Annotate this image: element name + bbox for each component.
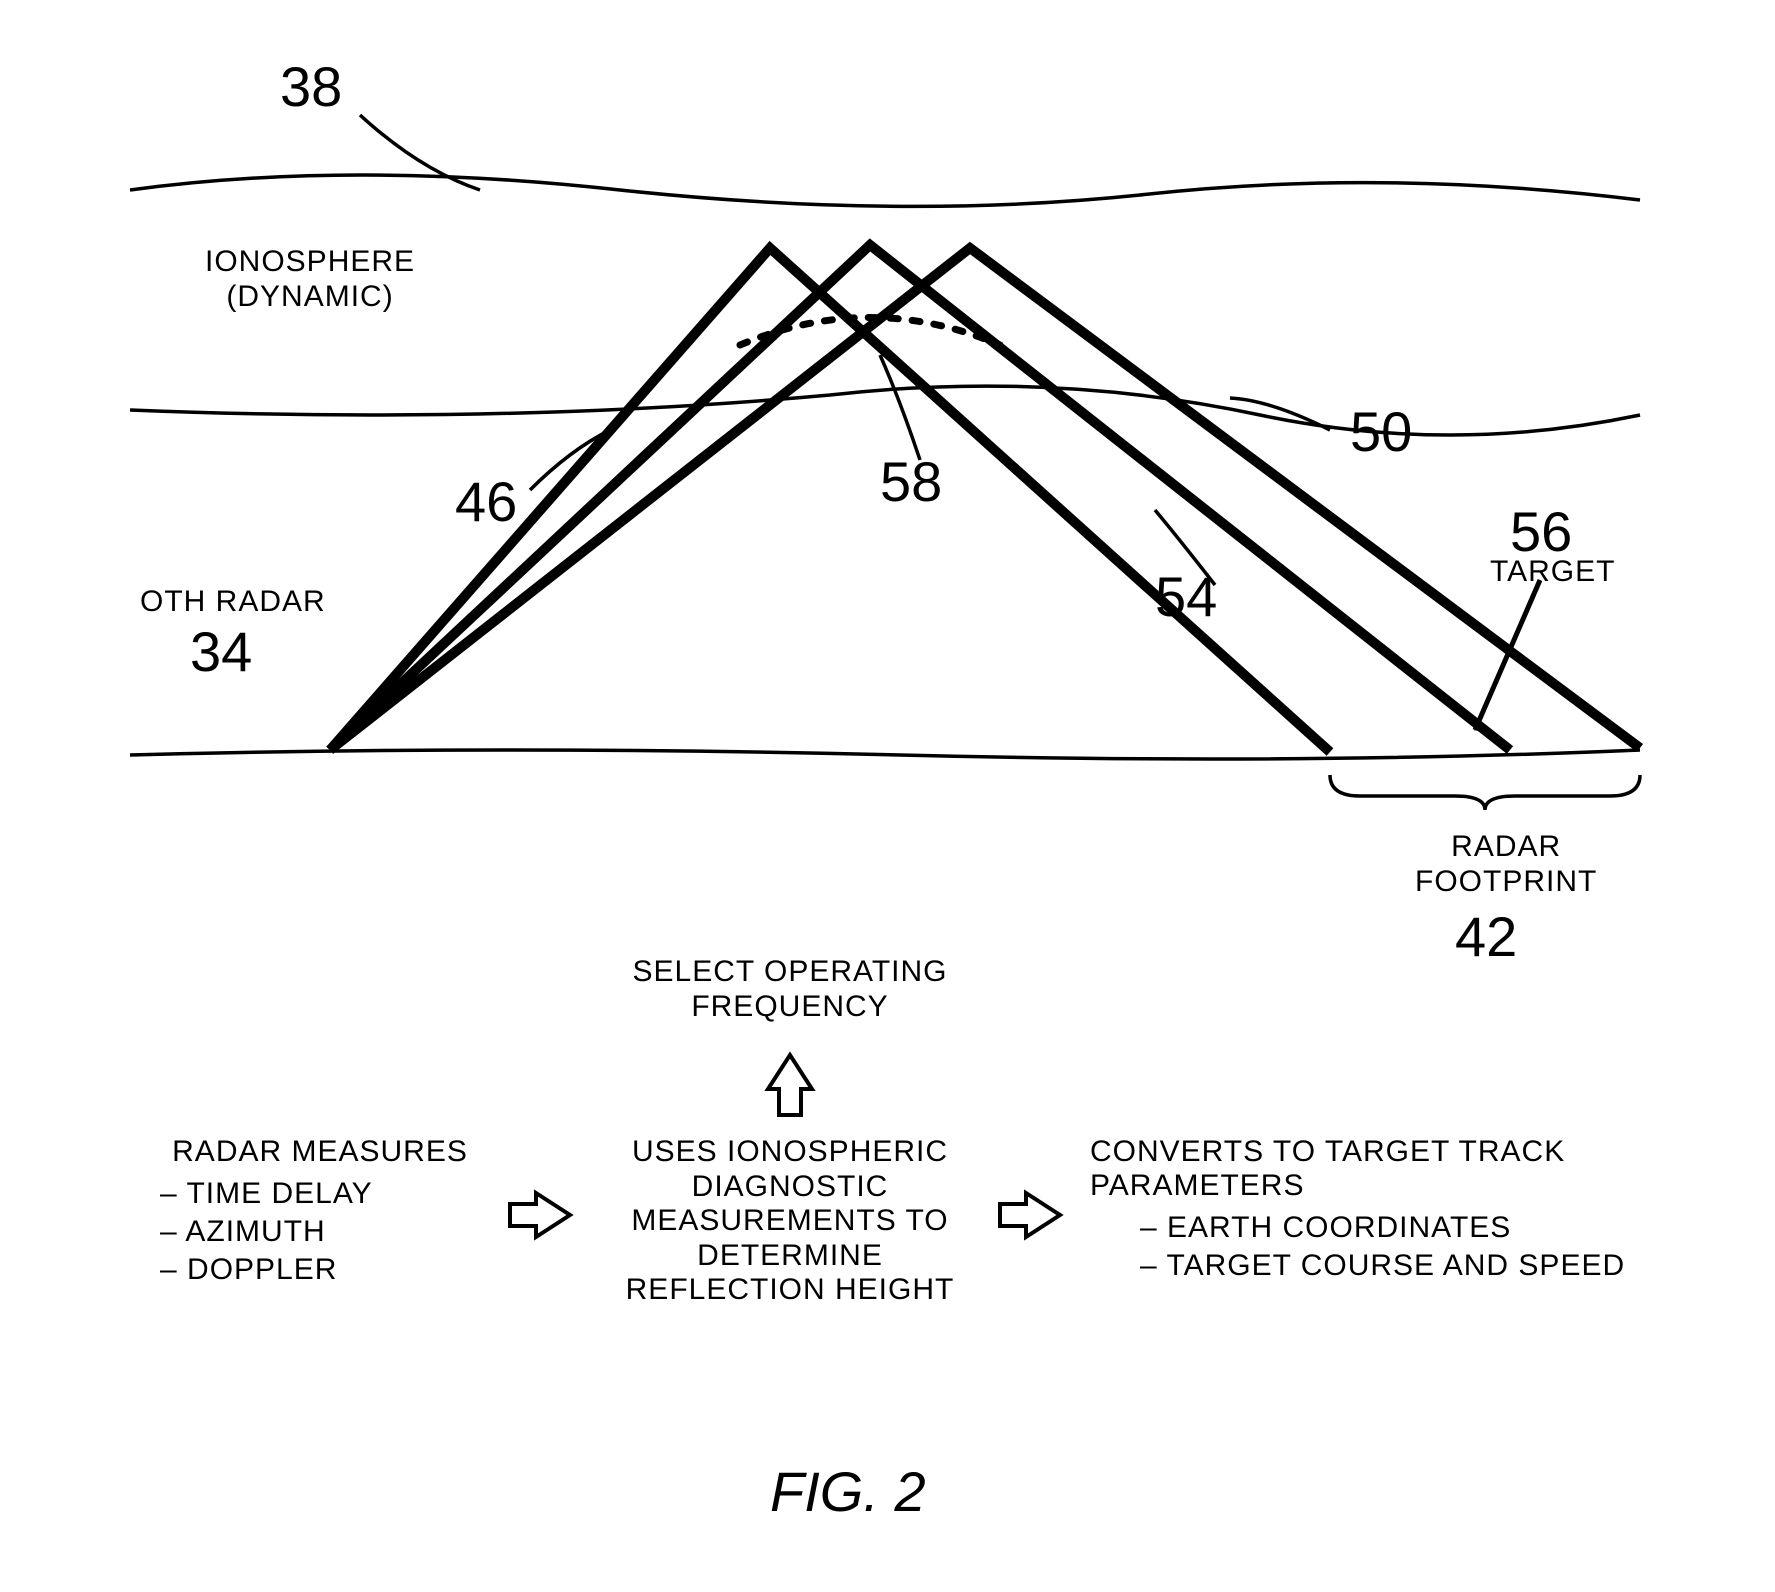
flow-arrow-2 <box>1000 1193 1060 1237</box>
flow-step3-list: EARTH COORDINATES TARGET COURSE AND SPEE… <box>1140 1211 1730 1283</box>
leader-56-arrow <box>1475 580 1540 730</box>
callout-38: 38 <box>280 55 342 119</box>
ionosphere-top-line <box>130 175 1640 206</box>
flow-step1-item: AZIMUTH <box>160 1215 480 1249</box>
flow-step1-title: RADAR MEASURES <box>160 1135 480 1169</box>
footprint-brace <box>1330 775 1640 810</box>
beam-inner <box>330 248 1640 750</box>
flow-step3-item: EARTH COORDINATES <box>1140 1211 1730 1245</box>
ionosphere-label: IONOSPHERE (DYNAMIC) <box>205 245 415 314</box>
flow-step1-list: TIME DELAY AZIMUTH DOPPLER <box>160 1177 480 1287</box>
ground-line <box>130 750 1640 759</box>
flow-arrow-1 <box>510 1193 570 1237</box>
target-label: TARGET <box>1490 555 1615 590</box>
flow-arrow-up <box>768 1055 812 1115</box>
callout-54: 54 <box>1155 565 1217 629</box>
diagram-svg <box>0 0 1775 1592</box>
callout-58: 58 <box>880 450 942 514</box>
figure-number: FIG. 2 <box>770 1460 926 1524</box>
callout-34: 34 <box>190 620 252 684</box>
footprint-label: RADAR FOOTPRINT <box>1415 830 1597 899</box>
callout-46: 46 <box>455 470 517 534</box>
flow-step1-item: DOPPLER <box>160 1253 480 1287</box>
flow-step-1: RADAR MEASURES TIME DELAY AZIMUTH DOPPLE… <box>160 1135 480 1291</box>
flow-step-3: CONVERTS TO TARGET TRACK PARAMETERS EART… <box>1090 1135 1730 1287</box>
flow-step-2: USES IONOSPHERIC DIAGNOSTIC MEASUREMENTS… <box>605 1135 975 1308</box>
callout-50: 50 <box>1350 400 1412 464</box>
figure-canvas: 38 IONOSPHERE (DYNAMIC) OTH RADAR 34 46 … <box>0 0 1775 1592</box>
flow-step3-item: TARGET COURSE AND SPEED <box>1140 1249 1730 1283</box>
flow-step1-item: TIME DELAY <box>160 1177 480 1211</box>
ionosphere-bottom-line <box>130 386 1640 435</box>
select-frequency-label: SELECT OPERATING FREQUENCY <box>610 955 970 1024</box>
flow-step3-title: CONVERTS TO TARGET TRACK PARAMETERS <box>1090 1135 1730 1203</box>
oth-radar-label: OTH RADAR <box>140 585 326 620</box>
callout-42: 42 <box>1455 905 1517 969</box>
